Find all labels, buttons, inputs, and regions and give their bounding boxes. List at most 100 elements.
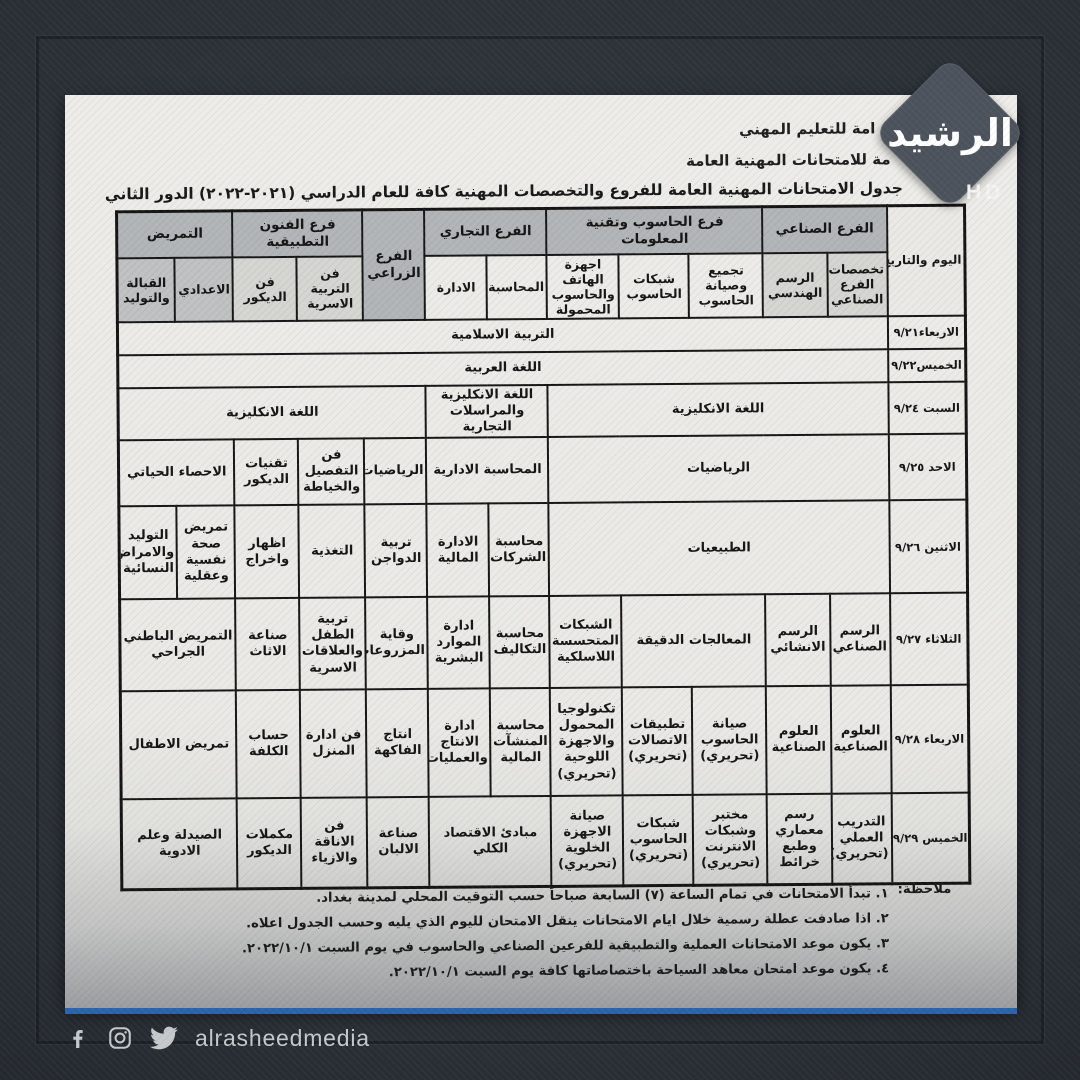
subject-cell: التمريض الباطني الجراحي (119, 598, 237, 692)
day-date-header-cell: اليوم والتاريخ (886, 205, 966, 316)
subject-cell: محاسبة المنشآت المالية (490, 688, 552, 797)
branch-group-header-cell: الفرع التجاري (424, 208, 547, 256)
subject-cell: صيانة الاجهزة الخلوية (تحريري) (551, 795, 624, 887)
subject-cell: محاسبة الشركات (488, 503, 550, 597)
subject-cell: الصيدلة وعلم الادوية (121, 798, 238, 890)
exam-day-row: الثلاثاء ٩/٢٧ الرسم الصناعي الرسم الانشائي… (119, 592, 969, 692)
exam-day-row: السبت ٩/٢٤ اللغة الانكليزية اللغة الانكليز… (117, 381, 967, 441)
specialization-header-cell: اجهزة الهاتف والحاسوب المحمولة (546, 253, 620, 319)
subject-cell: الشبكات المتحسسة اللاسلكية (549, 595, 623, 689)
subject-cell: رسم معماري وطبع خرائط (767, 793, 832, 885)
notes-label: ملاحظة: (897, 881, 952, 898)
subject-cell: تطبيقات الاتصالات (تحريري) (622, 687, 694, 796)
subject-cell: الرسم الانشائي (765, 593, 831, 687)
specialization-header-cell: تخصصات الفرع الصناعي (826, 251, 888, 317)
exam-day-row: الخميس ٩/٢٩ التدريب العملي (تحريري) رسم مع… (121, 792, 970, 890)
branch-group-header-cell: الفرع الصناعي (762, 205, 887, 253)
specialization-header-cell: المحاسبة (486, 254, 548, 319)
subject-cell: العلوم الصناعية (766, 685, 832, 795)
notes-section: ملاحظة: ١. تبدأ الامتحانات في تمام الساع… (115, 881, 952, 988)
org-line-1: امة للتعليم المهني (738, 119, 876, 139)
branch-group-header-cell: فرع الفنون التطبيقية (232, 209, 363, 257)
exam-day-row: الاربعاء ٩/٢٨ العلوم الصناعية العلوم الصنا… (120, 684, 970, 800)
date-cell: الاثنين ٩/٢٦ (888, 499, 968, 594)
logo-calligraphy: الرشيد (887, 111, 1013, 155)
branch-group-header-cell: التمريض (116, 210, 233, 258)
subject-cell: وقاية المزروعات (365, 597, 429, 690)
subject-cell: تكنولوجيا المحمول والاجهزة اللوحية (تحري… (550, 687, 624, 797)
subject-cell: اللغة الانكليزية (117, 385, 427, 441)
date-cell: الخميس٩/٢٢ (887, 348, 966, 382)
date-cell: الاربعاء ٩/٢٨ (890, 684, 970, 794)
subject-cell: ادارة الموارد البشرية (427, 596, 491, 690)
subject-cell: التدريب العملي (تحريري) (831, 793, 892, 884)
schedule-title: جدول الامتحانات المهنية العامة للفروع وا… (104, 179, 903, 204)
specialization-header-cell: الاعدادي (174, 256, 234, 322)
subject-cell: تمريض الاطفال (120, 690, 238, 800)
date-cell: الخميس ٩/٢٩ (891, 792, 970, 884)
subject-cell: الطبيعيات (548, 500, 890, 597)
subject-cell: الاحصاء الحياتي (118, 439, 235, 507)
subject-cell: تقنيات الديكور (234, 439, 299, 506)
subject-cell: تربية الطفل والعلاقات الاسرية (299, 597, 367, 691)
specialization-header-cell: تجميع وصيانة الحاسوب (688, 252, 764, 318)
specialization-header-cell: شبكات الحاسوب (618, 253, 690, 318)
specialization-header-cell: فن الديكور (232, 256, 298, 321)
scanned-document: امة للتعليم المهني مة للامتحانات المهنية… (62, 91, 1021, 1011)
facebook-icon (66, 1026, 90, 1050)
subject-cell: فن ادارة المنزل (300, 689, 368, 799)
document-paper: امة للتعليم المهني مة للامتحانات المهنية… (65, 95, 1017, 1008)
subject-cell: شبكات الحاسوب (تحريري) (623, 795, 694, 886)
subject-cell: ادارة الانتاج والعمليات (428, 688, 492, 798)
subject-cell: انتاج الفاكهة (366, 689, 430, 798)
org-line-2: مة للامتحانات المهنية العامة (685, 150, 891, 170)
date-cell: الاحد ٩/٢٥ (888, 433, 967, 501)
exam-schedule-table: اليوم والتاريخ الفرع الصناعي فرع الحاسوب و… (114, 203, 972, 892)
social-footer: alrasheedmedia (66, 1015, 374, 1061)
subject-cell: الادارة المالية (426, 503, 490, 598)
branch-group-header-cell: الفرع الزراعي (362, 209, 426, 320)
subject-cell: مختبر وشبكات الانترنت (تحريري) (693, 794, 768, 886)
subject-cell: حساب الكلفة (236, 690, 302, 799)
subject-cell: محاسبة التكاليف (489, 596, 551, 689)
subject-cell: التوليد والامراض النسائية (118, 506, 178, 600)
subject-cell: العلوم الصناعية (830, 685, 892, 794)
specialization-header-cell: فن التربية الاسرية (296, 255, 364, 321)
subject-cell: الرسم الصناعي (829, 593, 891, 686)
social-handle: alrasheedmedia (195, 1024, 370, 1051)
twitter-icon (150, 1024, 178, 1052)
instagram-icon (107, 1025, 133, 1051)
subject-cell: الرياضيات (548, 434, 889, 504)
subject-cell: صناعة الالبان (367, 797, 430, 888)
note-item: ٤. يكون موعد امتحان معاهد السياحة باختصا… (388, 961, 890, 981)
subject-cell: فن التفصيل والخياطة (298, 438, 365, 506)
specialization-header-cell: القبالة والتوليد (116, 257, 176, 322)
subject-cell: التغذية (298, 504, 366, 599)
notes-list: ١. تبدأ الامتحانات في تمام الساعة (٧) ال… (241, 881, 889, 986)
subject-cell: اللغة الانكليزية والمراسلات التجارية (425, 384, 549, 439)
specialization-header-cell: الرسم الهندسي (762, 252, 828, 317)
branch-group-header-cell: فرع الحاسوب وتقنية المعلومات (546, 206, 763, 255)
subject-cell: المعالجات الدقيقة (621, 594, 767, 688)
subject-cell: تمريض صحة نفسية وعقلية (176, 505, 236, 600)
subject-cell: اظهار واخراج (234, 505, 300, 599)
subject-cell: صيانة الحاسوب (تحريري) (692, 686, 768, 796)
date-cell: الثلاثاء ٩/٢٧ (889, 592, 969, 686)
exam-day-row: الاحد ٩/٢٥ الرياضيات المحاسبة الادارية الري… (118, 433, 967, 507)
hd-badge: HD (966, 181, 1005, 204)
subject-cell: صناعة الاثاث (235, 598, 301, 691)
subject-cell: الرياضيات (364, 438, 427, 505)
date-cell: السبت ٩/٢٤ (887, 381, 967, 435)
subject-cell: مبادئ الاقتصاد الكلي (429, 796, 552, 888)
subject-cell: اللغة الانكليزية (547, 381, 889, 438)
background-frame (36, 36, 1044, 1044)
exam-day-row: الاثنين ٩/٢٦ الطبيعيات محاسبة الشركات الادا… (118, 499, 968, 600)
subject-cell: فن الاناقة والازياء (301, 797, 368, 889)
subject-cell: المحاسبة الادارية (426, 437, 549, 505)
date-cell: الاربعاء٩/٢١ (887, 315, 966, 349)
subject-cell: تربية الدواجن (364, 504, 428, 598)
subject-cell: مكملات الديكور (237, 798, 302, 889)
specialization-header-cell: الادارة (424, 254, 488, 320)
divider-line (65, 1008, 1017, 1014)
